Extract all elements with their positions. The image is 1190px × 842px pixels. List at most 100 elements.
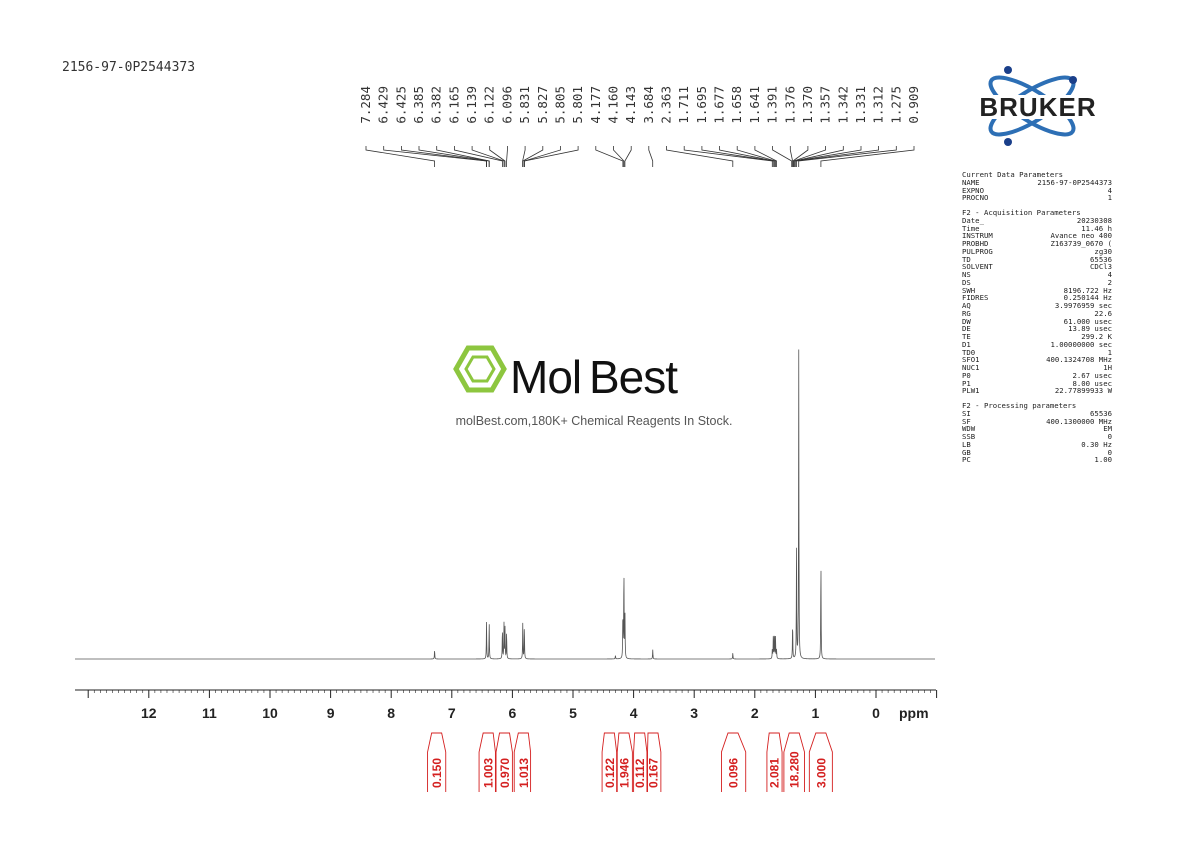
parameter-row: TE 299.2 K bbox=[962, 333, 1112, 341]
parameter-row: NAME 2156-97-0P2544373 bbox=[962, 178, 1112, 187]
molbest-watermark: Mol Best bbox=[453, 345, 679, 403]
parameter-value: zg30 bbox=[1094, 246, 1112, 256]
parameter-value: 20230308 bbox=[1076, 215, 1112, 225]
peak-label: 6.165 bbox=[446, 86, 461, 124]
peak-label: 1.641 bbox=[747, 86, 762, 124]
peak-connector bbox=[489, 146, 506, 167]
parameter-key: SSB bbox=[962, 432, 976, 441]
x-tick-label: 12 bbox=[141, 705, 157, 721]
peak-connector bbox=[793, 146, 826, 167]
peak-label: 6.122 bbox=[482, 86, 497, 124]
integral-value: 0.150 bbox=[430, 758, 444, 788]
integral-value: 0.167 bbox=[647, 758, 661, 788]
integral-bracket bbox=[478, 732, 496, 792]
parameter-value: 1 bbox=[1107, 347, 1112, 357]
parameter-value: Avance neo 400 bbox=[1050, 231, 1112, 241]
bruker-logo: BRUKER bbox=[960, 66, 1116, 146]
integral-value: 0.096 bbox=[727, 758, 741, 788]
parameter-key: P0 bbox=[962, 370, 971, 380]
parameter-row: INSTRUM Avance neo 400 bbox=[962, 232, 1112, 240]
watermark-brand-best: Best bbox=[589, 351, 678, 403]
peak-label: 5.805 bbox=[553, 86, 568, 124]
parameter-value: 8.00 usec bbox=[1072, 378, 1112, 388]
parameter-row: Date_ 20230308 bbox=[962, 215, 1112, 225]
parameter-value: 0 bbox=[1107, 432, 1112, 441]
parameter-row: EXPNO 4 bbox=[962, 185, 1112, 195]
parameter-row: Time 11.46 h bbox=[962, 224, 1112, 233]
peak-connector bbox=[736, 146, 776, 167]
parameter-key: TD0 bbox=[962, 347, 976, 357]
integral-bracket bbox=[616, 732, 633, 792]
peak-connector bbox=[820, 146, 915, 167]
integral-value: 1.946 bbox=[617, 758, 631, 788]
parameter-row: LB 0.30 Hz bbox=[962, 439, 1112, 449]
parameter-value: 61.000 usec bbox=[1063, 316, 1112, 326]
peak-connector bbox=[383, 146, 487, 167]
parameter-key: LB bbox=[962, 439, 971, 449]
parameter-value: 4 bbox=[1107, 185, 1112, 195]
x-tick-label: 3 bbox=[690, 705, 698, 721]
parameter-value: 400.1300000 MHz bbox=[1046, 416, 1112, 426]
parameter-value: 2.67 usec bbox=[1072, 370, 1112, 380]
parameter-row: RG 22.6 bbox=[962, 309, 1112, 318]
peak-label: 6.382 bbox=[429, 86, 444, 124]
x-tick-label: 10 bbox=[262, 705, 278, 721]
parameter-row: PULPROG zg30 bbox=[962, 246, 1112, 256]
peak-label: 3.684 bbox=[641, 86, 656, 124]
peak-connector bbox=[624, 146, 632, 167]
peak-label: 1.312 bbox=[871, 86, 886, 124]
peak-connector bbox=[648, 146, 654, 167]
peak-connector bbox=[524, 146, 579, 167]
peak-connector bbox=[454, 146, 503, 167]
integral-bracket bbox=[495, 732, 513, 792]
peak-connector bbox=[798, 146, 897, 167]
peak-label: 0.909 bbox=[906, 86, 921, 124]
parameter-key: WDW bbox=[962, 424, 976, 434]
spectrum-trace bbox=[75, 349, 935, 660]
parameter-value: 0.30 Hz bbox=[1081, 439, 1112, 449]
parameter-row: SSB 0 bbox=[962, 433, 1112, 441]
parameter-key: FIDRES bbox=[962, 293, 989, 303]
x-axis-label: ppm bbox=[899, 705, 929, 721]
peak-connector bbox=[701, 146, 774, 167]
x-tick-label: 1 bbox=[812, 705, 820, 721]
peak-connector bbox=[796, 146, 879, 167]
integral-bracket bbox=[647, 732, 662, 792]
peak-connector bbox=[471, 146, 505, 167]
parameter-key: INSTRUM bbox=[962, 231, 993, 241]
integral-bracket bbox=[721, 732, 747, 792]
integral-value: 0.112 bbox=[633, 758, 647, 788]
peak-connector bbox=[754, 146, 777, 167]
x-tick-label: 6 bbox=[509, 705, 517, 721]
peak-connector bbox=[683, 146, 773, 167]
peak-label: 6.139 bbox=[464, 86, 479, 124]
peak-connector bbox=[792, 146, 809, 167]
x-tick-label: 0 bbox=[872, 705, 880, 721]
parameter-value: 4 bbox=[1107, 270, 1112, 279]
parameter-row: NS 4 bbox=[962, 271, 1112, 279]
parameter-row: NUC1 1H bbox=[962, 364, 1112, 372]
peak-connector bbox=[719, 146, 775, 167]
parameter-value: 0 bbox=[1107, 447, 1112, 457]
peak-label: 6.385 bbox=[411, 86, 426, 124]
parameter-row: TD 65536 bbox=[962, 255, 1112, 264]
peak-label: 4.177 bbox=[588, 86, 603, 124]
acquisition-parameters-panel: Current Data Parameters NAME 2156-97-0P254… bbox=[962, 171, 1112, 464]
parameter-row: FIDRES 0.250144 Hz bbox=[962, 294, 1112, 302]
parameter-row: SOLVENT CDCl3 bbox=[962, 263, 1112, 271]
watermark-tagline: molBest.com,180K+ Chemical Reagents In S… bbox=[455, 414, 733, 428]
peak-label: 5.831 bbox=[517, 86, 532, 124]
integral-bracket bbox=[766, 732, 783, 792]
parameter-row: GB 0 bbox=[962, 447, 1112, 457]
peak-label: 1.275 bbox=[888, 86, 903, 124]
parameter-row: SF 400.1300000 MHz bbox=[962, 416, 1112, 426]
parameter-row: AQ 3.9976959 sec bbox=[962, 302, 1112, 310]
parameter-key: DE bbox=[962, 324, 971, 334]
logo-dot bbox=[1004, 66, 1012, 74]
parameter-row: P1 8.00 usec bbox=[962, 378, 1112, 388]
parameter-value: 1 bbox=[1107, 193, 1112, 203]
parameter-key: DW bbox=[962, 316, 971, 326]
parameter-key: SF bbox=[962, 416, 971, 426]
peak-connector bbox=[613, 146, 625, 167]
parameter-row: PROBHD Z163739_0670 ( bbox=[962, 240, 1112, 248]
